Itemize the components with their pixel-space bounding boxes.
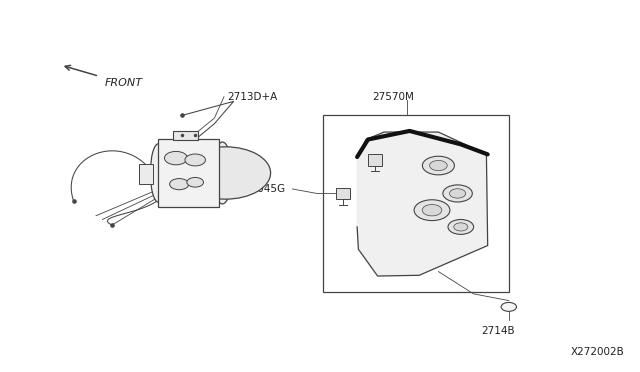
- Circle shape: [422, 156, 454, 175]
- Circle shape: [170, 179, 189, 190]
- Circle shape: [429, 160, 447, 171]
- Ellipse shape: [150, 144, 166, 202]
- Bar: [336, 188, 350, 199]
- Bar: [140, 164, 153, 184]
- Bar: [323, 115, 509, 292]
- Circle shape: [448, 219, 474, 234]
- Circle shape: [187, 177, 204, 187]
- Circle shape: [164, 151, 188, 165]
- Circle shape: [454, 223, 468, 231]
- Bar: [173, 131, 198, 141]
- Circle shape: [443, 185, 472, 202]
- Circle shape: [180, 147, 271, 199]
- Bar: [159, 138, 219, 207]
- Text: 27570M: 27570M: [372, 92, 415, 102]
- Polygon shape: [357, 132, 488, 276]
- Text: FRONT: FRONT: [104, 78, 142, 88]
- Bar: [368, 154, 382, 166]
- Text: 27045G: 27045G: [244, 184, 285, 194]
- Circle shape: [449, 189, 466, 198]
- Circle shape: [185, 154, 205, 166]
- Text: 2713D+A: 2713D+A: [227, 92, 278, 102]
- Text: 27045G: 27045G: [380, 133, 421, 142]
- Text: X272002B: X272002B: [570, 347, 624, 357]
- Text: 2714B: 2714B: [481, 326, 515, 336]
- Circle shape: [501, 302, 516, 311]
- Circle shape: [422, 205, 442, 216]
- Circle shape: [414, 200, 450, 221]
- Ellipse shape: [212, 142, 232, 204]
